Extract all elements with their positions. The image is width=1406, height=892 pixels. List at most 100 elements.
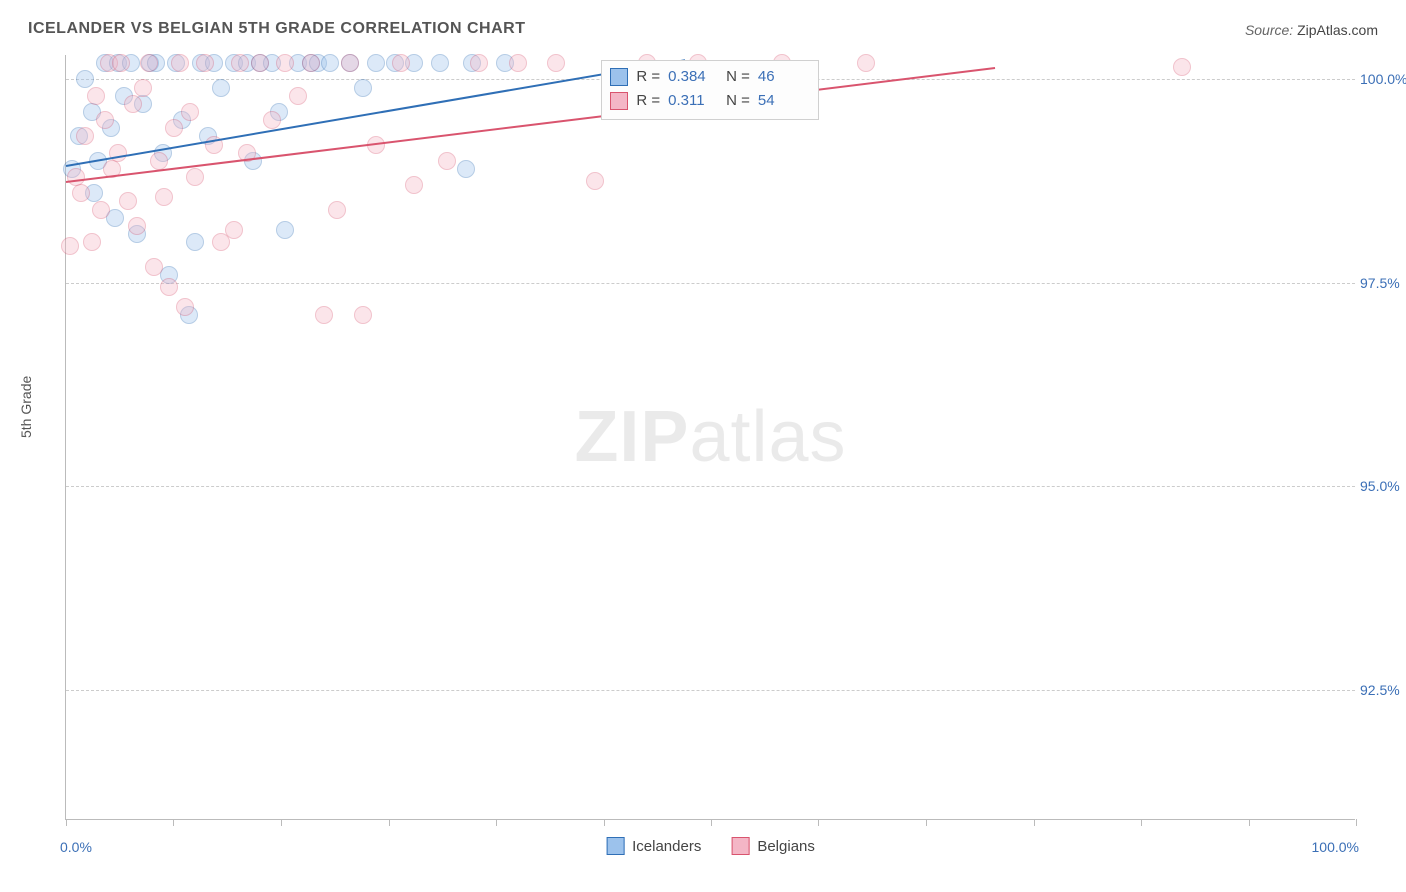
belgians-point: [160, 278, 178, 296]
r-value-icelanders: 0.384: [668, 65, 718, 89]
belgians-point: [171, 54, 189, 72]
belgians-point: [128, 217, 146, 235]
belgians-point: [92, 201, 110, 219]
n-value-belgians: 54: [758, 89, 808, 113]
x-tick: [389, 819, 390, 826]
belgians-point: [67, 168, 85, 186]
source-credit: Source: ZipAtlas.com: [1245, 22, 1378, 38]
belgians-point: [83, 233, 101, 251]
belgians-point: [225, 221, 243, 239]
belgians-point: [289, 87, 307, 105]
x-tick: [281, 819, 282, 826]
series-legend: Icelanders Belgians: [606, 837, 815, 855]
belgians-point: [263, 111, 281, 129]
chart-container: ICELANDER VS BELGIAN 5TH GRADE CORRELATI…: [0, 0, 1406, 892]
plot-area: ZIPatlas 92.5%95.0%97.5%100.0%0.0%100.0%…: [65, 55, 1355, 820]
stats-row-belgians: R = 0.311 N = 54: [610, 89, 808, 113]
belgians-point: [181, 103, 199, 121]
belgians-point: [134, 79, 152, 97]
belgians-point: [165, 119, 183, 137]
icelanders-point: [321, 54, 339, 72]
belgians-point: [124, 95, 142, 113]
belgians-point: [405, 176, 423, 194]
belgians-point: [586, 172, 604, 190]
belgians-point: [155, 188, 173, 206]
belgians-point: [392, 54, 410, 72]
icelanders-point: [354, 79, 372, 97]
belgians-point: [96, 111, 114, 129]
belgians-point: [140, 54, 158, 72]
swatch-belgians: [731, 837, 749, 855]
n-label: N =: [726, 65, 750, 89]
icelanders-point: [431, 54, 449, 72]
y-tick-label: 97.5%: [1360, 275, 1406, 291]
belgians-point: [251, 54, 269, 72]
belgians-point: [196, 54, 214, 72]
belgians-point: [438, 152, 456, 170]
r-label: R =: [636, 89, 660, 113]
r-label: R =: [636, 65, 660, 89]
icelanders-point: [212, 79, 230, 97]
x-tick: [1249, 819, 1250, 826]
y-tick-label: 92.5%: [1360, 682, 1406, 698]
belgians-point: [328, 201, 346, 219]
gridline: [66, 690, 1355, 691]
y-tick-label: 100.0%: [1360, 71, 1406, 87]
belgians-point: [547, 54, 565, 72]
belgians-point: [315, 306, 333, 324]
chart-title: ICELANDER VS BELGIAN 5TH GRADE CORRELATI…: [28, 20, 526, 38]
watermark-bold: ZIP: [574, 397, 689, 477]
y-axis-label: 5th Grade: [18, 376, 34, 438]
belgians-point: [509, 54, 527, 72]
belgians-point: [150, 152, 168, 170]
x-tick-label: 100.0%: [1312, 839, 1359, 855]
belgians-point: [341, 54, 359, 72]
source-prefix: Source:: [1245, 22, 1293, 38]
belgians-point: [176, 298, 194, 316]
x-tick: [1356, 819, 1357, 826]
icelanders-point: [367, 54, 385, 72]
belgians-point: [61, 237, 79, 255]
icelanders-point: [276, 221, 294, 239]
x-tick: [66, 819, 67, 826]
belgians-point: [302, 54, 320, 72]
source-name: ZipAtlas.com: [1297, 22, 1378, 38]
x-tick: [711, 819, 712, 826]
watermark: ZIPatlas: [574, 396, 846, 478]
legend-label-belgians: Belgians: [757, 838, 815, 855]
belgians-point: [231, 54, 249, 72]
x-tick-label: 0.0%: [60, 839, 92, 855]
icelanders-point: [76, 70, 94, 88]
gridline: [66, 486, 1355, 487]
gridline: [66, 283, 1355, 284]
stats-legend: R = 0.384 N = 46 R = 0.311 N = 54: [601, 60, 819, 120]
x-tick: [1141, 819, 1142, 826]
belgians-point: [112, 54, 130, 72]
legend-label-icelanders: Icelanders: [632, 838, 701, 855]
belgians-point: [354, 306, 372, 324]
stats-row-icelanders: R = 0.384 N = 46: [610, 65, 808, 89]
belgians-point: [857, 54, 875, 72]
x-tick: [173, 819, 174, 826]
x-tick: [1034, 819, 1035, 826]
icelanders-point: [186, 233, 204, 251]
belgians-point: [76, 127, 94, 145]
belgians-point: [145, 258, 163, 276]
n-value-icelanders: 46: [758, 65, 808, 89]
belgians-point: [470, 54, 488, 72]
x-tick: [926, 819, 927, 826]
swatch-icelanders: [606, 837, 624, 855]
legend-item-icelanders: Icelanders: [606, 837, 701, 855]
belgians-point: [276, 54, 294, 72]
belgians-point: [87, 87, 105, 105]
icelanders-point: [457, 160, 475, 178]
x-tick: [818, 819, 819, 826]
belgians-point: [119, 192, 137, 210]
x-tick: [496, 819, 497, 826]
x-tick: [604, 819, 605, 826]
n-label: N =: [726, 89, 750, 113]
y-tick-label: 95.0%: [1360, 478, 1406, 494]
swatch-belgians: [610, 92, 628, 110]
belgians-point: [186, 168, 204, 186]
r-value-belgians: 0.311: [668, 89, 718, 113]
